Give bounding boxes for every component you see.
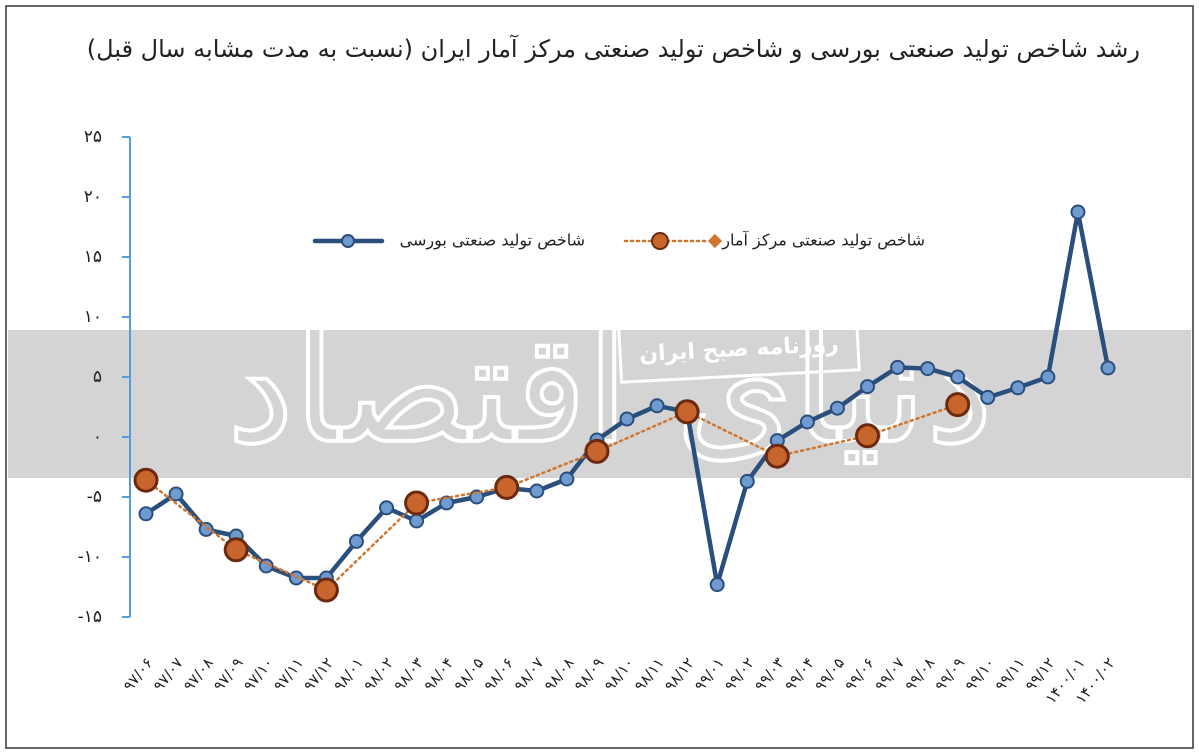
legend-label: شاخص تولید صنعتی مرکز آمار [721,231,925,251]
point [709,577,725,593]
point [890,359,906,375]
point [168,486,184,502]
point [674,399,700,425]
point [1010,380,1026,396]
point [920,361,936,377]
legend-marker [651,232,669,250]
watermark-box [617,314,861,384]
point [829,400,845,416]
y-tick-label: -۱۰ [78,547,102,567]
y-tick-label: ۲۰ [84,187,102,207]
point [584,438,610,464]
legend-marker [341,234,355,248]
point [649,398,665,414]
point [133,467,159,493]
point [799,414,815,430]
point [619,411,635,427]
point [138,506,154,522]
point [559,471,575,487]
point [494,474,520,500]
y-tick-label: -۵ [87,487,102,507]
chart-title: رشد شاخص تولید صنعتی بورسی و شاخص تولید … [87,34,1140,63]
point [945,392,971,418]
point [1070,204,1086,220]
y-tick-label: -۱۵ [78,607,102,627]
point [198,521,214,537]
point [409,513,425,529]
point [529,483,545,499]
y-tick-label: ۵ [93,367,102,387]
watermark-logo: دنیای اقتصاد [227,303,993,477]
legend-label: شاخص تولید صنعتی بورسی [400,231,585,251]
y-tick-label: ۲۵ [84,127,102,147]
point [980,389,996,405]
point [1040,369,1056,385]
point [404,490,430,516]
point [439,495,455,511]
point [313,577,339,603]
y-tick-label: ۰ [93,427,102,447]
point [223,537,249,563]
point [860,379,875,395]
y-tick-label: ۱۵ [84,247,102,267]
series-line [144,403,959,592]
point [348,533,364,549]
legend-diamond [707,233,723,249]
point [764,443,790,469]
point [1100,360,1116,376]
point [950,369,966,385]
y-tick-label: ۱۰ [84,307,102,327]
point [855,423,880,449]
point [379,500,394,516]
point [739,473,755,489]
